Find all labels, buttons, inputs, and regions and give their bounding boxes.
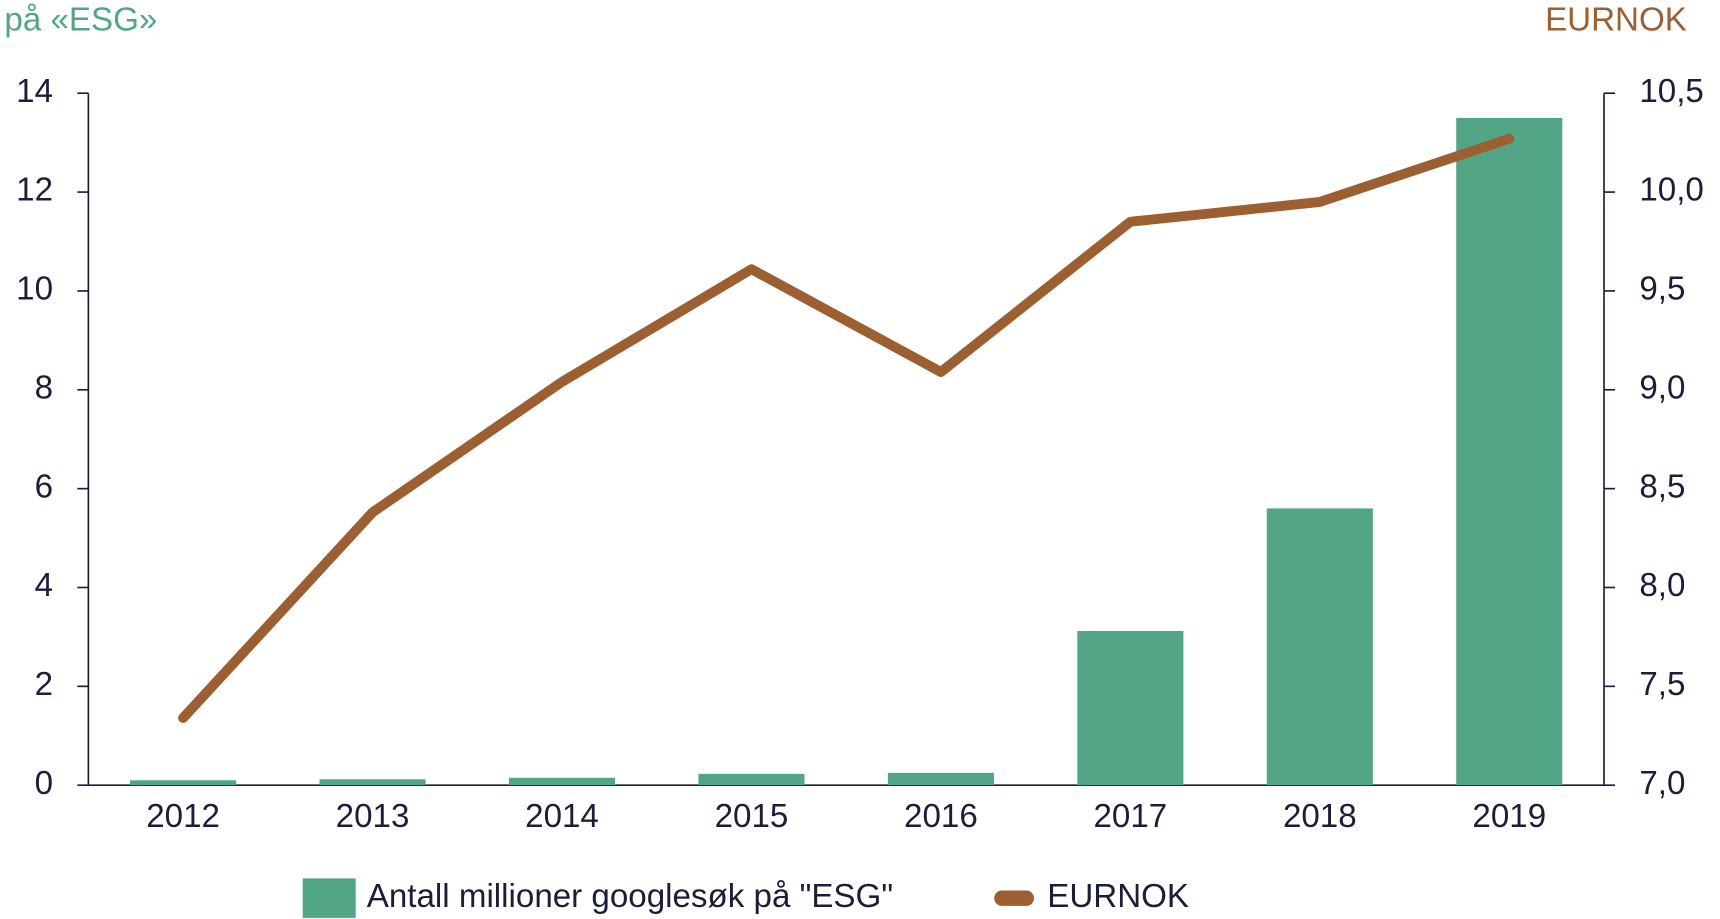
bar: [887, 772, 994, 786]
legend-label: EURNOK: [1047, 877, 1189, 914]
y2-tick-label: 7,5: [1639, 665, 1685, 702]
y2-tick-label: 8,0: [1639, 566, 1685, 603]
y-tick-label: 12: [16, 171, 53, 208]
legend-swatch: [302, 878, 356, 918]
y2-tick-label: 7,0: [1639, 764, 1685, 801]
y-tick-label: 4: [35, 566, 53, 603]
x-tick-label: 2013: [336, 797, 410, 834]
y-axis-label: på «ESG»: [4, 1, 157, 38]
bar: [319, 779, 426, 786]
y-tick-label: 0: [35, 764, 53, 801]
y2-tick-label: 10,5: [1639, 72, 1703, 109]
y2-tick-label: 8,5: [1639, 467, 1685, 504]
y-tick-label: 14: [16, 72, 53, 109]
y-tick-label: 10: [16, 270, 53, 307]
y2-tick-label: 9,5: [1639, 270, 1685, 307]
y2-axis-label: EURNOK: [1545, 1, 1687, 38]
bar: [1266, 508, 1373, 786]
x-tick-label: 2019: [1472, 797, 1546, 834]
bar: [698, 773, 805, 786]
x-tick-label: 2018: [1283, 797, 1357, 834]
bar: [130, 780, 237, 786]
bar: [1456, 117, 1563, 786]
x-tick-label: 2012: [146, 797, 220, 834]
y-tick-label: 2: [35, 665, 53, 702]
x-tick-label: 2015: [715, 797, 789, 834]
x-tick-label: 2014: [525, 797, 599, 834]
y-tick-label: 8: [35, 369, 53, 406]
x-tick-label: 2016: [904, 797, 978, 834]
bar: [1077, 630, 1184, 786]
y2-tick-label: 10,0: [1639, 171, 1703, 208]
line: [178, 133, 1515, 723]
y2-tick-label: 9,0: [1639, 369, 1685, 406]
y-tick-label: 6: [35, 467, 53, 504]
x-tick-label: 2017: [1094, 797, 1168, 834]
bar: [508, 777, 616, 786]
legend-label: Antall millioner googlesøk på "ESG": [367, 877, 893, 914]
